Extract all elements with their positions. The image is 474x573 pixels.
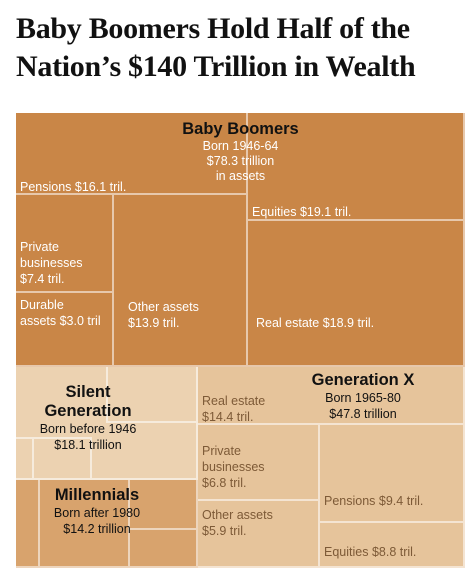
genx-equities-cell (320, 523, 465, 568)
genx-private-businesses-label: Private businesses $6.8 tril. (202, 444, 265, 490)
boomers-pensions-cell (16, 113, 248, 195)
boomers-group-label: Baby Boomers Born 1946-64 $78.3 trillion in… (182, 120, 299, 183)
boomers-private-businesses-cell (16, 195, 114, 293)
chart-title-line-2: Nation’s $140 Trillion in Wealth (16, 50, 416, 83)
chart-title-line-1: Baby Boomers Hold Half of the (16, 12, 410, 45)
treemap: Baby Boomers Born 1946-64 $78.3 trillion in… (16, 113, 465, 568)
silent-block-4 (34, 439, 92, 480)
chart-title: Baby Boomers Hold Half of the Nation’s $… (16, 10, 466, 86)
genx-private-businesses-cell (198, 425, 320, 501)
genx-other-assets-cell (198, 501, 320, 568)
millennials-label: Millennials Born after 1980 $14.2 trillion (53, 486, 141, 536)
genx-pensions-label: Pensions $9.4 tril. (324, 494, 424, 508)
boomers-equities-label: Equities $19.1 tril. (252, 205, 352, 219)
genx-pensions-cell (320, 425, 465, 523)
genx-equities-label: Equities $8.8 tril. (324, 545, 417, 559)
boomers-real-estate-label: Real estate $18.9 tril. (256, 316, 375, 330)
millennials-block-1 (16, 480, 40, 568)
boomers-other-assets-label: Other assets $13.9 tril. (128, 300, 199, 330)
silent-generation-label: Silent Generation Born before 1946 $18.1 tr… (39, 383, 137, 452)
silent-block-3 (16, 439, 34, 480)
millennials-block-3 (130, 480, 198, 530)
boomers-real-estate-cell (248, 221, 465, 367)
millennials-block-4 (130, 530, 198, 568)
boomers-private-businesses-label: Private businesses $7.4 tril. (20, 240, 83, 286)
silent-block-2 (108, 367, 198, 423)
boomers-equities-cell (248, 113, 465, 221)
boomers-other-assets-cell (114, 195, 248, 367)
silent-block-5 (92, 423, 198, 480)
genx-real-estate-label: Real estate $14.4 tril. (202, 394, 266, 424)
boomers-durable-assets-label: Durable assets $3.0 tril (20, 298, 101, 328)
genx-other-assets-label: Other assets $5.9 tril. (202, 508, 273, 538)
genx-real-estate-cell (198, 367, 465, 425)
boomers-pensions-label: Pensions $16.1 tril. (20, 180, 127, 194)
millennials-block-2 (40, 480, 130, 568)
boomers-durable-assets-cell (16, 293, 114, 367)
genx-group-label: Generation X Born 1965-80 $47.8 trillion (311, 371, 415, 421)
